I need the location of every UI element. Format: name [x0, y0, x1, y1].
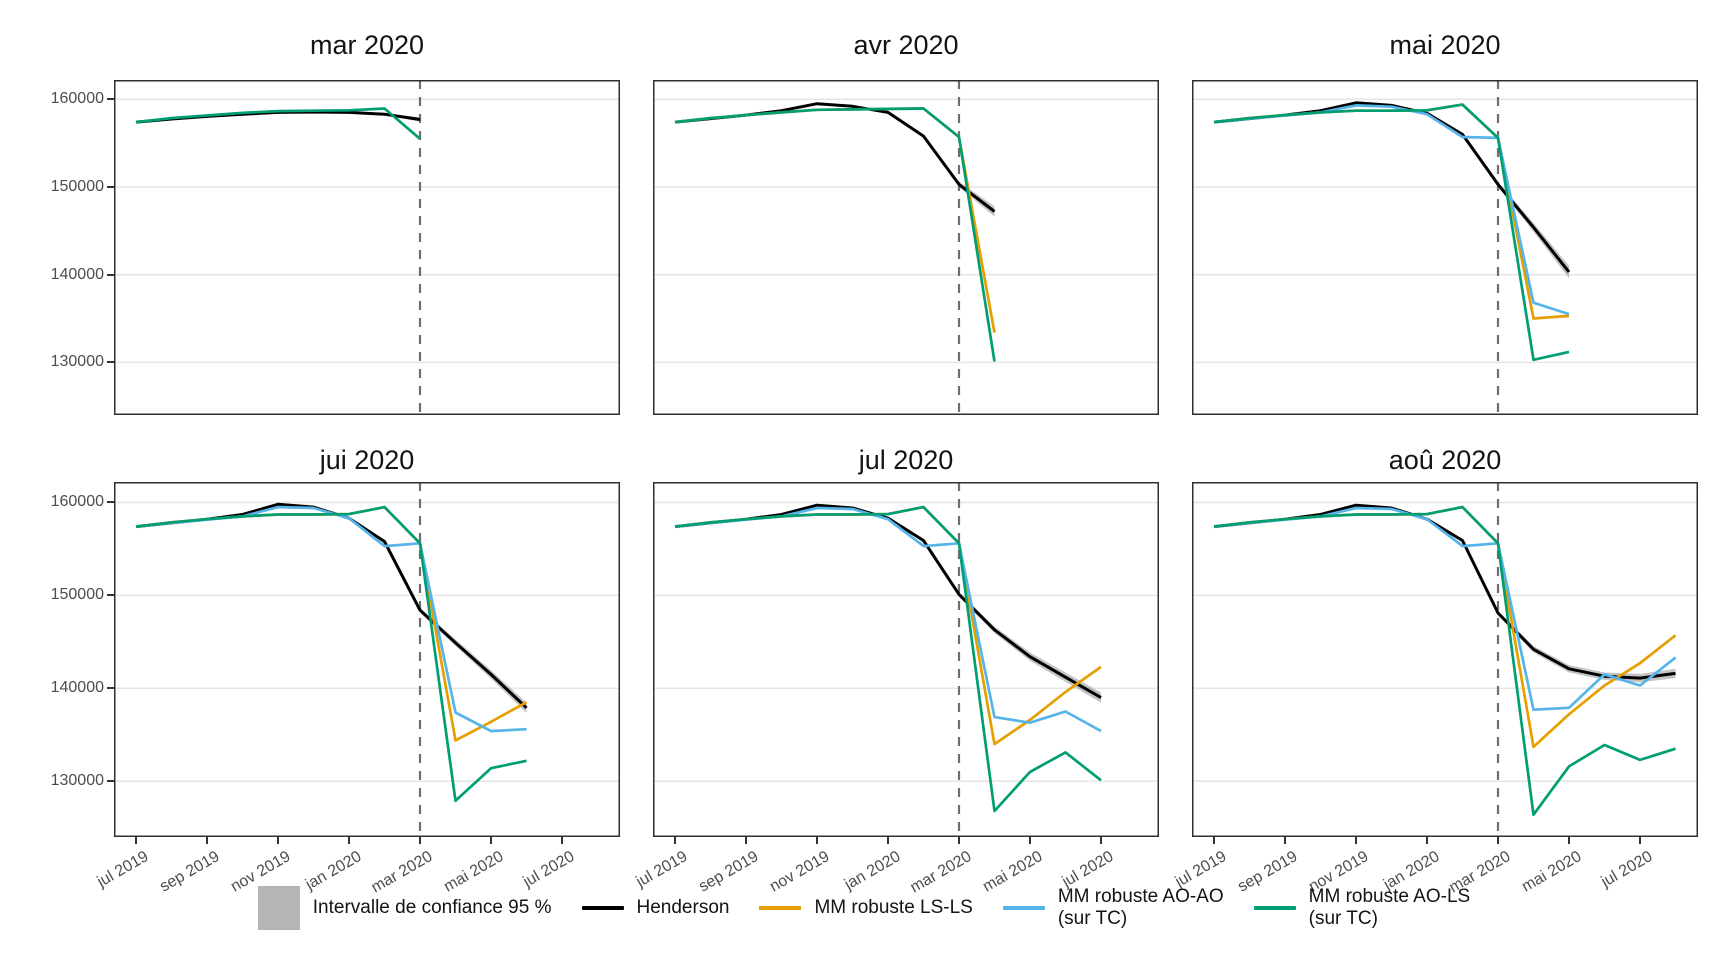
x-tick-mark [674, 837, 676, 844]
y-tick-label: 160000 [50, 493, 104, 510]
ls-ls-line [1213, 103, 1570, 320]
y-tick-mark [107, 274, 114, 276]
y-tick-label: 150000 [50, 586, 104, 603]
ao-ao-line [1213, 104, 1570, 316]
x-tick-mark [206, 837, 208, 844]
y-tick-label: 130000 [50, 772, 104, 789]
y-tick-label: 150000 [50, 178, 104, 195]
panel-aoû-2020 [1192, 482, 1698, 837]
x-tick-mark [135, 837, 137, 844]
x-tick-mark [277, 837, 279, 844]
ls-ls-line [674, 107, 996, 333]
panel-avr-2020 [653, 80, 1159, 415]
panel-border [1192, 80, 1698, 415]
panel-title-aou-2020: aoû 2020 [1388, 445, 1502, 475]
y-tick-label: 140000 [50, 679, 104, 696]
panel-title-mar-2020: mar 2020 [309, 30, 425, 60]
panel-title-mai-2020: mai 2020 [1389, 30, 1501, 60]
legend-item-ao-ls: MM robuste AO-LS (sur TC) [1253, 886, 1471, 930]
confidence-band [675, 505, 1101, 703]
x-tick-mark [1284, 837, 1286, 844]
henderson-line [674, 503, 1102, 699]
y-tick-mark [107, 501, 114, 503]
ls-ls-line [1213, 505, 1677, 749]
y-tick-mark [107, 361, 114, 363]
panel-border [653, 80, 1159, 415]
legend-item-ls-ls: MM robuste LS-LS [759, 897, 973, 919]
y-tick-mark [107, 594, 114, 596]
legend-label-ao-ls: MM robuste AO-LS [1308, 886, 1471, 908]
ao-ls-line [135, 107, 421, 140]
y-tick-mark [107, 186, 114, 188]
y-tick-mark [107, 780, 114, 782]
panel-border [1192, 482, 1698, 837]
panel-border [114, 80, 620, 415]
ls-ls-line [135, 505, 528, 742]
ao-ls-line [674, 505, 1102, 813]
legend: Intervalle de confiance 95 % Henderson M… [0, 886, 1728, 930]
panel-mai-2020 [1192, 80, 1698, 415]
ao-ls-line [1213, 505, 1676, 817]
x-tick-mark [1639, 837, 1641, 844]
x-tick-mark [1568, 837, 1570, 844]
panel-title-avr-2020: avr 2020 [853, 30, 959, 60]
ao-ls-line [135, 505, 527, 803]
panel-title-jui-2020: jui 2020 [319, 445, 415, 475]
y-tick-label: 130000 [50, 353, 104, 370]
henderson-line-swatch [581, 906, 624, 910]
ao-ao-line-swatch [1002, 906, 1045, 910]
confidence-band-swatch [257, 886, 300, 930]
panel-mar-2020 [114, 80, 620, 415]
legend-label-henderson: Henderson [636, 897, 730, 919]
x-tick-mark [1426, 837, 1428, 844]
x-tick-mark [1213, 837, 1215, 844]
legend-label-ao-ls-2: (sur TC) [1308, 908, 1378, 929]
ao-ao-line [135, 505, 527, 733]
x-tick-mark [419, 837, 421, 844]
x-tick-mark [1497, 837, 1499, 844]
ao-ls-line [1213, 103, 1570, 362]
x-tick-mark [816, 837, 818, 844]
ls-ls-line [674, 505, 1102, 746]
x-tick-mark [1029, 837, 1031, 844]
x-tick-mark [348, 837, 350, 844]
ls-ls-line-swatch [759, 906, 802, 910]
legend-label-ls-ls: MM robuste LS-LS [814, 897, 973, 919]
henderson-line [674, 102, 996, 213]
x-tick-mark [561, 837, 563, 844]
legend-label-ao-ao-2: (sur TC) [1057, 908, 1128, 929]
legend-item-confidence-interval: Intervalle de confiance 95 % [257, 886, 552, 930]
y-tick-mark [107, 687, 114, 689]
x-tick-mark [1355, 837, 1357, 844]
x-tick-mark [490, 837, 492, 844]
x-tick-mark [958, 837, 960, 844]
y-tick-label: 160000 [50, 90, 104, 107]
y-tick-label: 140000 [50, 266, 104, 283]
legend-label-ci: Intervalle de confiance 95 % [312, 897, 552, 919]
panel-jui-2020 [114, 482, 620, 837]
y-tick-mark [107, 98, 114, 100]
x-tick-mark [745, 837, 747, 844]
henderson-line [135, 502, 528, 709]
x-tick-mark [887, 837, 889, 844]
ao-ls-line [674, 107, 996, 362]
legend-item-ao-ao: MM robuste AO-AO (sur TC) [1002, 886, 1224, 930]
legend-label-ao-ao: MM robuste AO-AO [1057, 886, 1224, 908]
ao-ls-line-swatch [1253, 906, 1296, 910]
confidence-band [675, 103, 995, 217]
panel-jul-2020 [653, 482, 1159, 837]
x-tick-mark [1100, 837, 1102, 844]
confidence-band [136, 504, 527, 713]
panel-border [114, 482, 620, 837]
panel-title-jul-2020: jul 2020 [858, 445, 954, 475]
ao-ao-line [674, 506, 1102, 733]
legend-item-henderson: Henderson [581, 897, 730, 919]
panel-border [653, 482, 1159, 837]
